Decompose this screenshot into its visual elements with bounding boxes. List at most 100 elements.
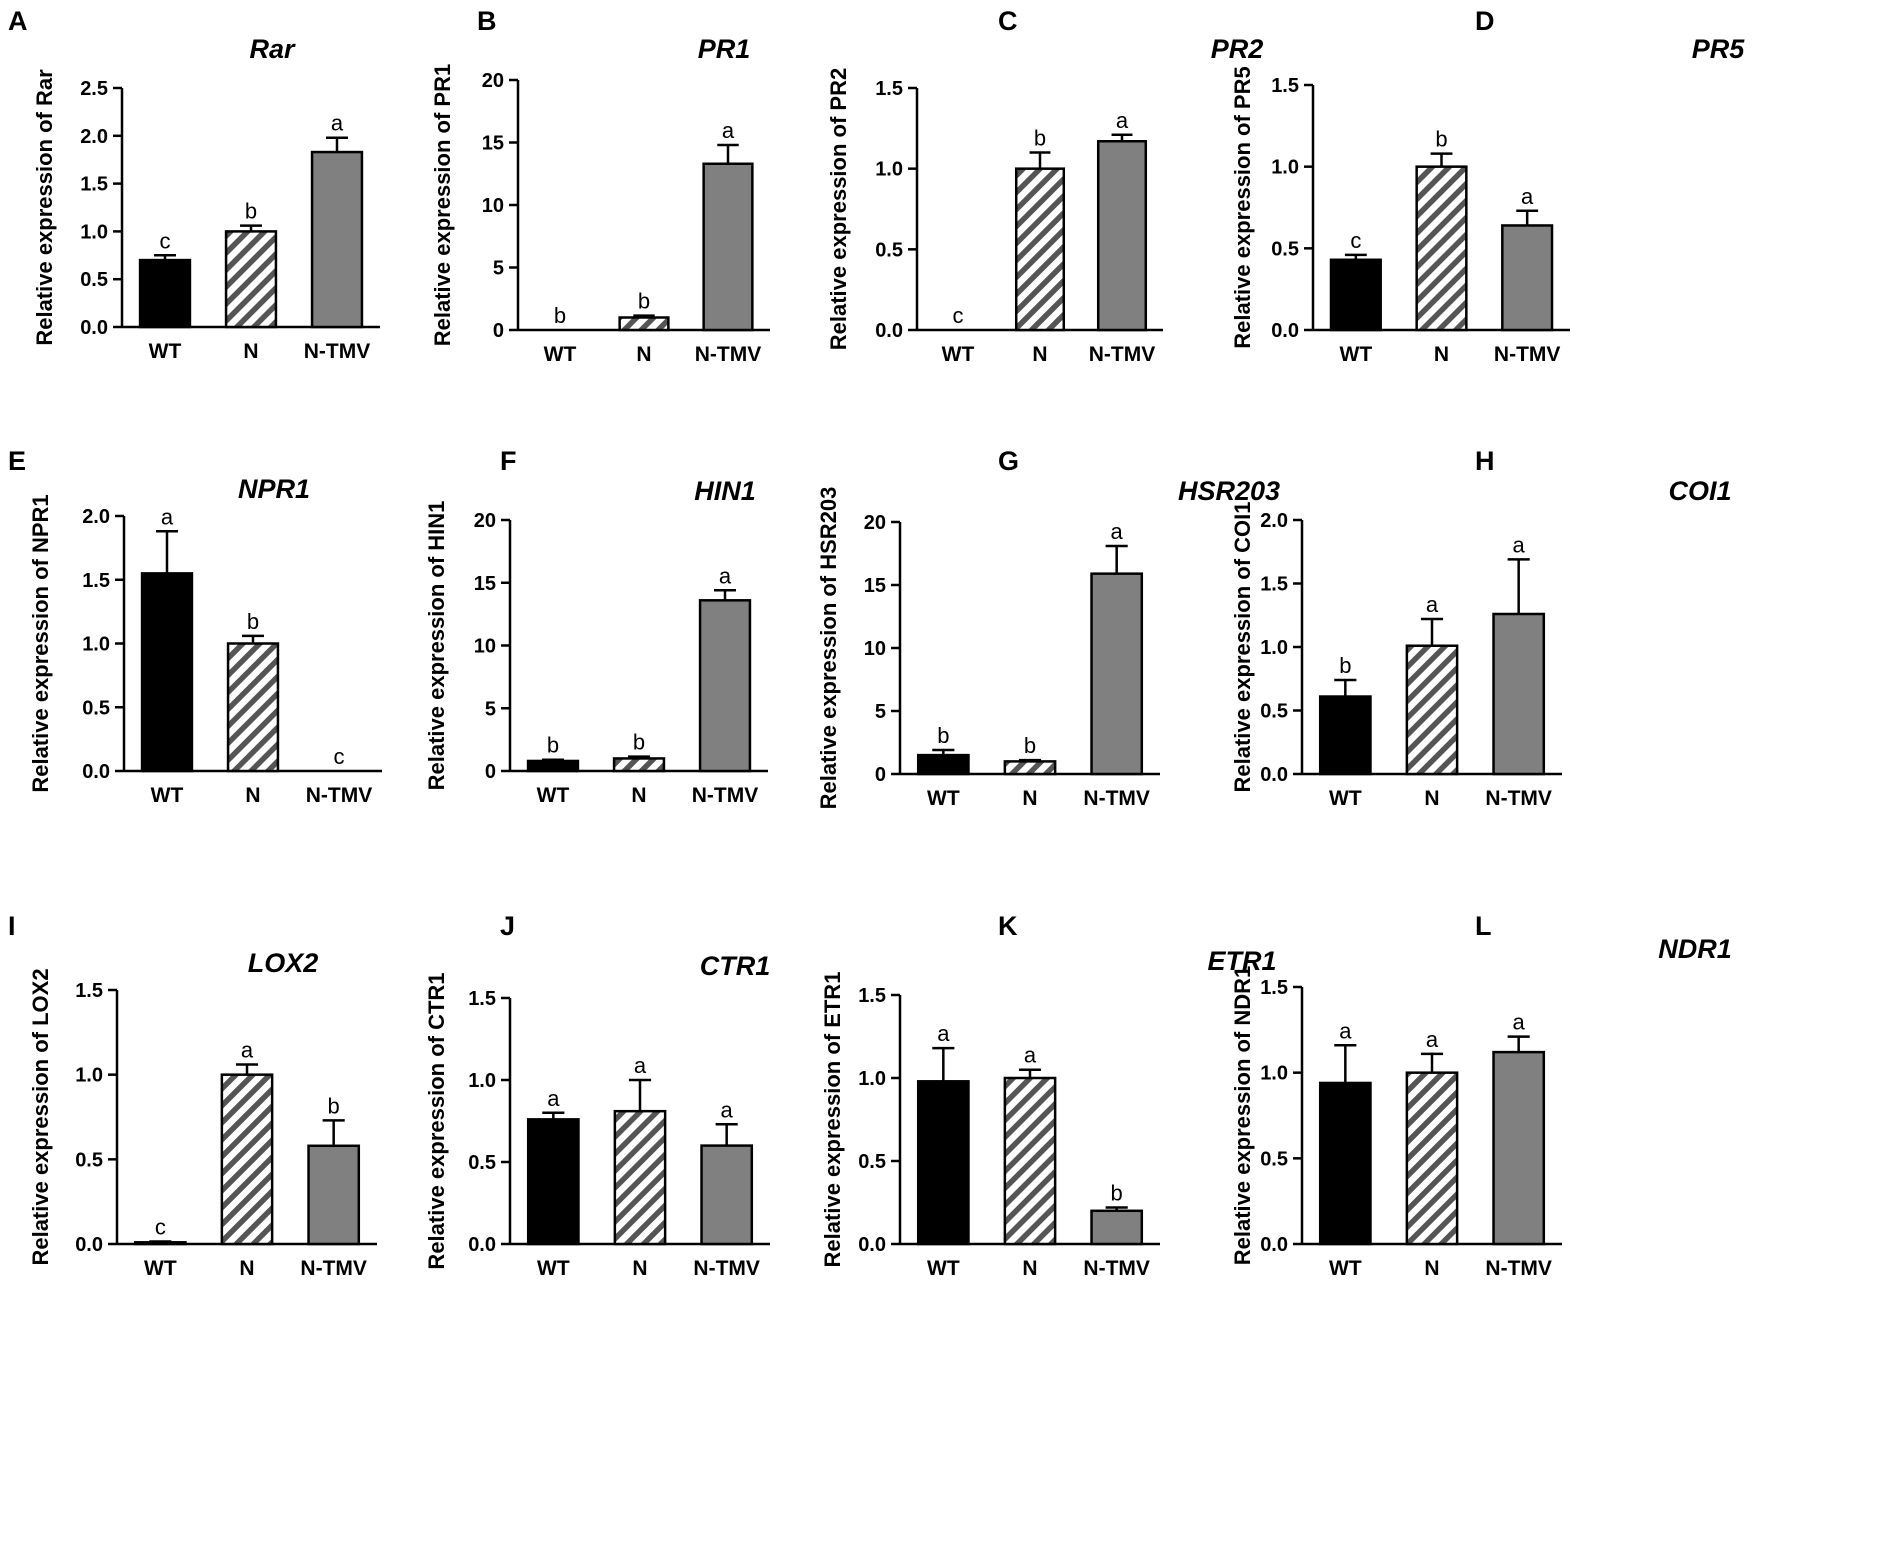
x-tick-label: WT [537,784,570,807]
y-tick-label: 10 [474,636,496,658]
y-tick-label: 15 [482,133,504,155]
panel-d: D PR5 Relative expression of PR5 0.0 0.5 1.0 1… [1230,6,1745,366]
y-tick-label: 1.0 [1260,1063,1288,1085]
y-tick-label: 1.5 [858,985,886,1007]
significance-letter: b [245,199,257,224]
y-axis-label: Relative expression of CTR1 [424,972,449,1269]
significance-letter: a [634,1053,647,1078]
chart-title: HSR203 [1178,476,1280,506]
significance-letter: b [247,609,259,634]
significance-letter: b [937,723,949,748]
x-tick-label: N [636,343,651,366]
chart-title: LOX2 [248,948,319,978]
significance-letter: a [547,1086,560,1111]
x-tick-label: N [239,1257,254,1280]
bar-n [1003,1076,1057,1246]
y-tick-label: 0.0 [858,1234,886,1256]
bar-n-tmv [310,150,364,329]
y-tick-label: 0.0 [468,1234,496,1256]
x-tick-label: N [1434,343,1449,366]
bar-n-tmv [1492,1050,1546,1246]
significance-letter: b [633,730,645,755]
chart-title: PR5 [1692,34,1746,64]
x-tick-label: N [243,340,258,363]
bar-n [1415,165,1468,332]
bar-wt [526,759,580,773]
significance-letter: a [722,118,735,143]
panel-letter: B [477,6,497,36]
y-tick-label: 1.5 [875,78,903,100]
panel-letter: C [998,6,1018,36]
significance-letter: c [1350,228,1361,253]
x-tick-label: N-TMV [1089,343,1156,366]
chart-title: PR1 [698,34,751,64]
panel-i: I LOX2 Relative expression of LOX2 0.0 0.5 1.… [8,911,377,1280]
chart-title: CTR1 [700,951,771,981]
panel-letter: I [8,911,16,941]
y-tick-label: 1.5 [80,174,108,196]
y-tick-label: 20 [864,512,886,534]
bar-n [612,757,666,773]
y-tick-label: 1.5 [1271,75,1299,97]
y-tick-label: 0 [485,761,496,783]
y-tick-label: 1.0 [1260,637,1288,659]
y-tick-label: 0.0 [875,320,903,342]
y-tick-label: 0.0 [1260,764,1288,786]
x-tick-label: WT [1340,343,1373,366]
bar-n [220,1073,274,1246]
bar-wt [1318,695,1372,776]
y-tick-label: 20 [482,70,504,92]
x-tick-label: N-TMV [693,1257,760,1280]
panel-letter: J [500,911,515,941]
x-tick-label: N-TMV [1494,343,1561,366]
y-axis-label: Relative expression of LOX2 [28,968,53,1265]
panel-l: L NDR1 Relative expression of NDR1 0.0 0.5 1.… [1230,911,1732,1280]
x-tick-label: N [1424,1257,1439,1280]
chart-title: Rar [249,34,296,64]
y-tick-label: 5 [493,258,504,280]
significance-letter: a [1426,592,1439,617]
bar-n-tmv [307,1144,361,1246]
bar-n-tmv [1090,1209,1144,1246]
x-tick-label: N [1022,787,1037,810]
bar-n-tmv [702,162,754,332]
x-tick-label: N-TMV [692,784,759,807]
y-tick-label: 0.0 [82,761,110,783]
x-tick-label: N [631,784,646,807]
bar-n [613,1109,667,1246]
x-tick-label: N [1424,787,1439,810]
bar-wt [916,1080,970,1246]
y-axis-label: Relative expression of HSR203 [816,487,841,810]
y-tick-label: 1.0 [875,159,903,181]
y-tick-label: 0.5 [875,239,903,261]
bar-wt [1329,258,1382,332]
significance-letter: c [160,228,171,253]
x-tick-label: WT [537,1257,570,1280]
x-tick-label: WT [927,787,960,810]
bar-n [1014,167,1066,332]
panel-letter: F [500,446,517,476]
bar-wt [140,572,194,773]
x-tick-label: WT [942,343,975,366]
x-tick-label: WT [927,1257,960,1280]
x-tick-label: N [1032,343,1047,366]
panel-a: A Rar Relative expression of Rar 0.0 0.5 1.0 1… [8,6,380,363]
panel-letter: H [1475,446,1495,476]
y-axis-label: Relative expression of NDR1 [1230,966,1255,1266]
significance-letter: b [638,289,650,314]
significance-letter: a [1513,1010,1526,1035]
panel-k: K ETR1 Relative expression of ETR1 0.0 0.5 1.… [820,911,1277,1280]
bar-n [618,316,670,332]
y-tick-label: 1.0 [468,1070,496,1092]
x-tick-label: N [632,1257,647,1280]
bar-n-tmv [700,1144,754,1246]
bar-wt [916,753,970,776]
bar-wt [138,258,192,329]
y-tick-label: 0.5 [82,697,110,719]
chart-title: NPR1 [238,474,310,504]
y-tick-label: 1.0 [82,634,110,656]
panel-h: H COI1 Relative expression of COI1 0.0 0.5 1.… [1230,446,1732,810]
significance-letter: c [334,744,345,769]
